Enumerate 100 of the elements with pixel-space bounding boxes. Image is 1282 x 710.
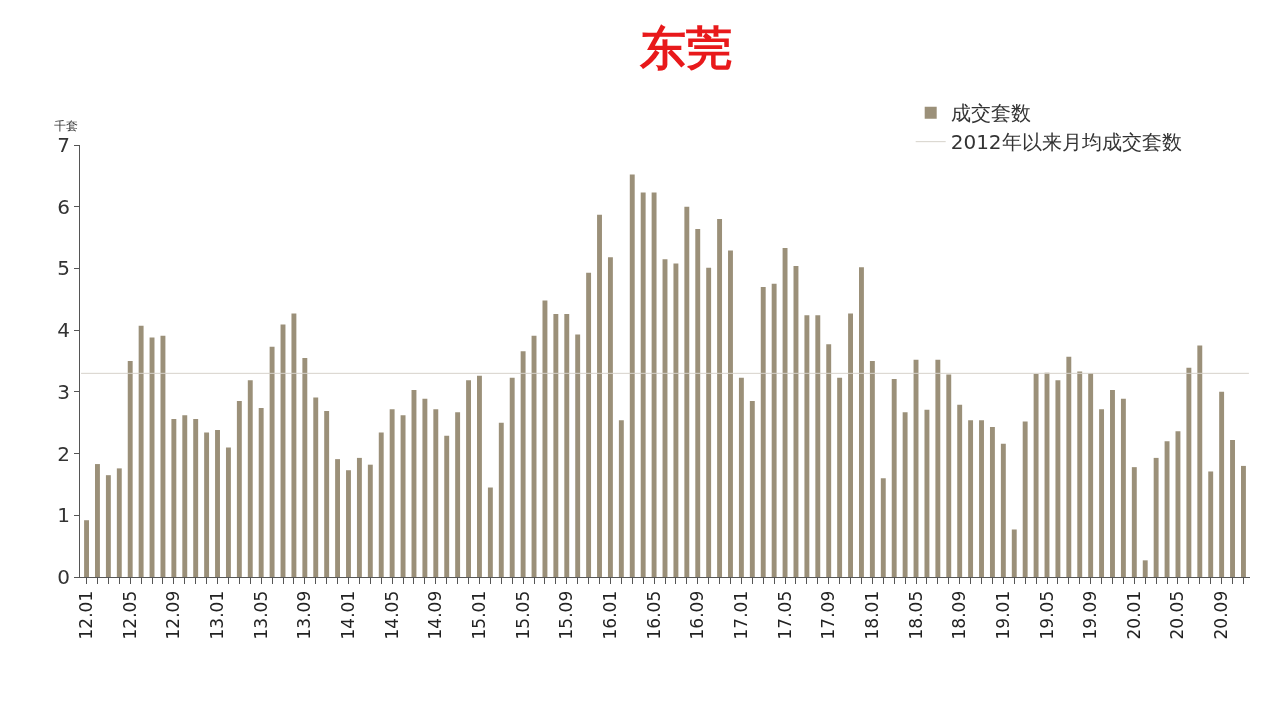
bar	[826, 344, 832, 577]
y-tick-label: 7	[57, 133, 70, 157]
x-tick-label: 17.01	[730, 590, 751, 640]
bar	[1077, 371, 1083, 577]
bar	[225, 447, 231, 577]
bar	[586, 272, 592, 577]
bar	[1153, 457, 1159, 577]
bar	[1055, 380, 1061, 577]
bar	[1099, 409, 1105, 577]
bar	[193, 419, 199, 577]
bar	[127, 361, 133, 577]
chart-title: 东莞	[638, 21, 732, 76]
bar	[302, 357, 308, 577]
x-tick-label: 16.05	[643, 590, 664, 640]
x-tick-label: 13.05	[250, 590, 271, 640]
bar	[1110, 390, 1115, 577]
bar	[258, 407, 264, 577]
bar	[335, 459, 341, 577]
x-tick-label: 20.09	[1211, 590, 1232, 640]
bar	[575, 334, 581, 577]
bar	[815, 315, 821, 577]
bar	[673, 263, 679, 577]
bar	[477, 375, 482, 577]
bar	[989, 427, 995, 577]
bar	[1142, 560, 1148, 577]
x-tick-label: 14.09	[425, 590, 446, 640]
bar	[367, 464, 373, 577]
bar	[520, 351, 526, 577]
bar	[695, 228, 701, 577]
bar	[455, 412, 461, 577]
legend-label: 2012年以来月均成交套数	[950, 130, 1182, 155]
bar	[313, 397, 319, 577]
bar	[84, 520, 89, 577]
bar	[324, 410, 330, 577]
bar	[346, 470, 351, 577]
x-tick-label: 16.09	[687, 590, 708, 640]
bar	[979, 420, 984, 577]
bar	[684, 206, 690, 577]
bar	[760, 286, 766, 577]
y-tick-label: 1	[57, 503, 70, 528]
y-tick-label: 4	[57, 318, 70, 343]
bar	[564, 314, 570, 577]
bar	[509, 377, 515, 577]
bar	[728, 250, 733, 577]
bar	[466, 380, 471, 577]
bar	[771, 283, 777, 577]
bar	[968, 420, 974, 577]
bar	[891, 378, 897, 577]
bar	[116, 468, 122, 577]
x-tick-label: 20.01	[1123, 590, 1144, 640]
bar	[171, 419, 177, 577]
bar	[848, 313, 853, 577]
x-tick-label: 20.05	[1167, 590, 1188, 640]
bar	[1164, 441, 1170, 577]
bar	[498, 422, 504, 577]
bar	[1219, 391, 1225, 577]
bar	[160, 335, 166, 577]
legend-label: 成交套数	[950, 101, 1031, 126]
bar	[880, 478, 886, 577]
x-tick-label: 15.01	[468, 590, 489, 640]
bar	[597, 214, 602, 577]
y-axis-title: 千套	[54, 119, 78, 133]
bar	[1066, 356, 1072, 577]
bar	[182, 415, 188, 577]
x-tick-label: 18.01	[861, 590, 882, 640]
y-tick-label: 3	[57, 379, 70, 404]
bar	[269, 346, 275, 577]
bar	[105, 475, 111, 577]
bar	[717, 219, 723, 577]
bar	[444, 435, 450, 577]
y-tick-label: 5	[57, 256, 70, 281]
bar	[1033, 373, 1039, 577]
bar	[902, 412, 908, 577]
bar	[1120, 398, 1126, 577]
x-tick-label: 15.05	[512, 590, 533, 640]
bar	[640, 192, 646, 577]
x-tick-label: 13.01	[207, 590, 228, 640]
bar	[138, 325, 144, 577]
x-tick-label: 14.01	[338, 590, 359, 640]
bar	[1208, 471, 1214, 577]
x-tick-label: 13.09	[294, 590, 315, 640]
bar	[924, 409, 930, 577]
bar	[804, 315, 810, 577]
y-tick-label: 0	[57, 565, 70, 589]
bar	[749, 401, 755, 577]
bar	[651, 192, 657, 577]
x-tick-label: 19.01	[992, 590, 1013, 640]
bar	[946, 374, 952, 577]
bar	[389, 409, 395, 577]
bar	[607, 257, 613, 577]
x-tick-label: 19.09	[1080, 590, 1101, 640]
bar	[95, 464, 100, 577]
bar	[204, 432, 210, 577]
y-tick-label: 6	[57, 194, 70, 219]
bar	[542, 300, 548, 577]
bar	[738, 377, 744, 577]
x-tick-label: 19.05	[1036, 590, 1057, 640]
x-tick-label: 12.09	[163, 590, 184, 640]
bar	[1186, 367, 1192, 577]
bar	[247, 380, 253, 577]
